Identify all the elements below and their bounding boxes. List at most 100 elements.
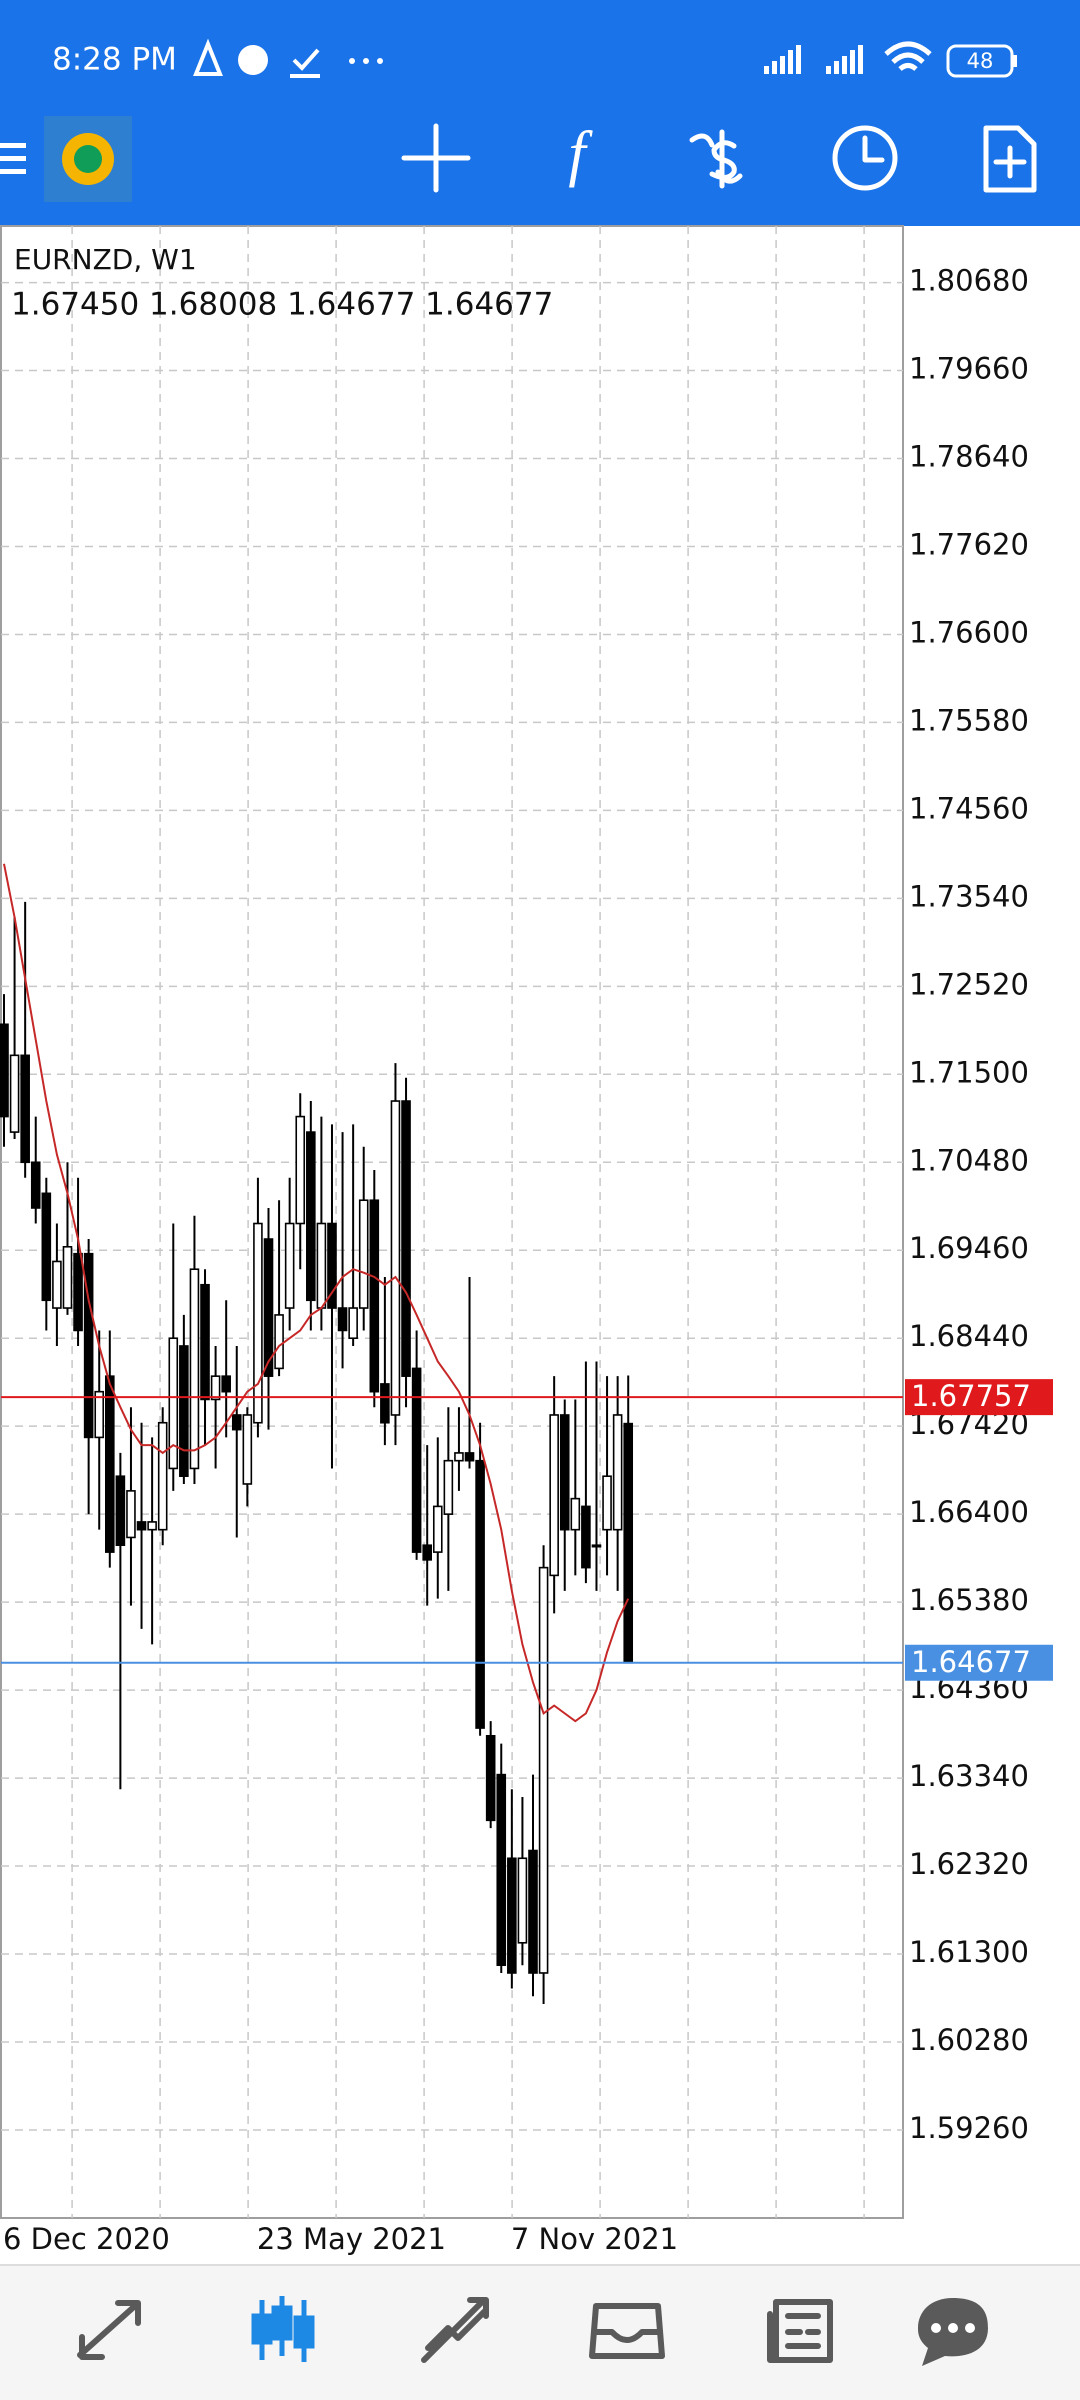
price-label: 1.67757 (911, 1379, 1031, 1413)
candle-body (369, 1199, 380, 1393)
history-button[interactable] (832, 125, 898, 191)
candle-body (348, 1307, 358, 1340)
candle-body (126, 1490, 136, 1539)
x-tick-label: 7 Nov 2021 (511, 2222, 678, 2256)
bottom-nav (0, 2265, 1080, 2400)
candle-body (475, 1459, 485, 1729)
y-tick-label: 1.80680 (909, 264, 1029, 298)
x-tick-label: 23 May 2021 (257, 2222, 446, 2256)
candle-body (496, 1773, 507, 1967)
candle-body (454, 1452, 464, 1462)
y-tick-label: 1.63340 (909, 1759, 1029, 1793)
quotes-tab[interactable] (77, 2300, 141, 2360)
candle-body (136, 1521, 147, 1531)
candle-body (528, 1849, 538, 1974)
candle-body (538, 1566, 549, 1974)
app-logo[interactable] (44, 116, 132, 202)
plot-area (0, 225, 904, 2219)
y-tick-label: 1.74560 (909, 791, 1029, 825)
y-tick-label: 1.76600 (909, 615, 1029, 649)
candle-body (559, 1414, 570, 1531)
candle-body (507, 1857, 517, 1974)
y-tick-label: 1.71500 (909, 1055, 1029, 1089)
status-icons (193, 38, 1017, 78)
new-order-button[interactable] (983, 125, 1037, 193)
y-tick-label: 1.65380 (909, 1583, 1029, 1617)
candle-body (411, 1367, 422, 1553)
y-tick-label: 1.73540 (909, 879, 1029, 913)
candle-body (358, 1199, 369, 1309)
y-tick-label: 1.61300 (909, 1935, 1029, 1969)
candle-body (115, 1475, 126, 1547)
candle-body (30, 1161, 41, 1209)
candle-body (464, 1452, 475, 1462)
candle-body (168, 1337, 179, 1470)
candle-body (20, 1054, 30, 1164)
price-label-bg (905, 1379, 1053, 1416)
candle-body (200, 1283, 210, 1401)
status-time: 8:28 PM (52, 42, 177, 78)
price-label: 1.64677 (911, 1645, 1031, 1679)
y-tick-label: 1.75580 (909, 703, 1029, 737)
chart-tab[interactable] (251, 2296, 315, 2362)
menu-button[interactable] (0, 143, 26, 174)
candle-body (337, 1307, 348, 1332)
y-tick-label: 1.70480 (909, 1143, 1029, 1177)
candle-body (581, 1505, 591, 1569)
candle-body (41, 1192, 52, 1302)
chart-title: EURNZD, W1 (14, 243, 197, 276)
battery-level: 48 (967, 49, 994, 73)
candle-body (485, 1735, 496, 1822)
candle-body (570, 1497, 581, 1531)
candle-body (179, 1345, 189, 1478)
chat-tab[interactable] (918, 2298, 988, 2366)
candle-body (517, 1857, 528, 1944)
candle-body (253, 1222, 263, 1424)
candle-body (295, 1115, 306, 1225)
candle-body (157, 1421, 168, 1531)
candle-body (52, 1260, 62, 1309)
y-tick-label: 1.68440 (909, 1319, 1029, 1353)
chart (0, 225, 904, 2219)
candle-body (83, 1252, 94, 1439)
x-tick-label: 6 Dec 2020 (3, 2222, 170, 2256)
y-tick-label: 1.72520 (909, 967, 1029, 1001)
candle-body (263, 1238, 274, 1377)
y-tick-label: 1.62320 (909, 1847, 1029, 1881)
candle-body (73, 1252, 83, 1332)
candle-body (432, 1505, 443, 1553)
ohlc-info: 1.67450 1.68008 1.64677 1.64677 (11, 287, 553, 323)
news-tab[interactable] (767, 2299, 833, 2363)
candle-body (189, 1268, 200, 1470)
candle-body (623, 1422, 634, 1664)
y-tick-label: 1.69460 (909, 1231, 1029, 1265)
y-tick-label: 1.79660 (909, 352, 1029, 386)
trade-tab[interactable] (421, 2297, 489, 2363)
y-tick-label: 1.78640 (909, 440, 1029, 474)
candle-body (284, 1222, 295, 1309)
candle-body (612, 1414, 623, 1531)
y-tick-label: 1.66400 (909, 1495, 1029, 1529)
candle-body (147, 1521, 157, 1531)
y-tick-label: 1.59260 (909, 2111, 1029, 2145)
candle-body (105, 1375, 115, 1553)
candle-body (221, 1375, 231, 1393)
trade-button[interactable] (689, 129, 743, 189)
candle-body (62, 1245, 73, 1309)
candle-body (602, 1475, 612, 1531)
candle-body (94, 1390, 105, 1439)
y-tick-label: 1.60280 (909, 2023, 1029, 2057)
candle-body (0, 1023, 9, 1118)
candle-body (422, 1544, 433, 1561)
candle-body (210, 1375, 221, 1401)
candle-body (401, 1100, 411, 1377)
crosshair-button[interactable] (401, 123, 471, 193)
candle-body (242, 1414, 253, 1485)
candle-body (591, 1544, 602, 1548)
candle-body (390, 1100, 401, 1416)
y-tick-label: 1.77620 (909, 527, 1029, 561)
history-tab[interactable] (589, 2303, 665, 2359)
candle-body (316, 1222, 327, 1309)
candle-body (231, 1414, 242, 1431)
candle-body (274, 1314, 284, 1370)
